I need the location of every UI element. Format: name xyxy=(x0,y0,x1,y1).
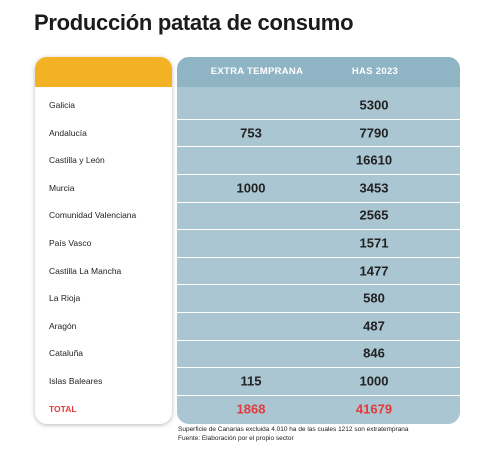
column-header-extra-temprana: EXTRA TEMPRANA xyxy=(210,66,304,77)
values-panel xyxy=(177,57,460,424)
has-value: 5300 xyxy=(359,97,389,113)
has-value: 580 xyxy=(363,290,385,306)
footnote-source: Fuente: Elaboración por el propio sector xyxy=(178,435,294,442)
page-title: Producción patata de consumo xyxy=(34,10,354,35)
column-header-has-2023: HAS 2023 xyxy=(351,66,399,77)
row-divider xyxy=(177,367,460,369)
row-label: Aragón xyxy=(49,320,77,331)
has-value: 1477 xyxy=(359,263,389,279)
row-label: Islas Baleares xyxy=(49,376,103,386)
row-label: Galicia xyxy=(49,100,75,110)
row-divider xyxy=(177,284,460,286)
extra-temprana-value: 115 xyxy=(240,373,262,389)
row-label: País Vasco xyxy=(49,238,92,248)
row-divider xyxy=(177,174,460,175)
footnote-canarias: Superficie de Canarias excluida 4.010 ha… xyxy=(178,426,409,433)
total-extra-temprana-value: 1868 xyxy=(236,401,266,417)
has-value: 2565 xyxy=(359,207,389,223)
has-value: 487 xyxy=(363,318,385,334)
has-value: 1000 xyxy=(359,373,389,389)
row-label: La Rioja xyxy=(49,293,81,304)
row-divider xyxy=(177,146,460,148)
total-label: TOTAL xyxy=(49,403,77,414)
row-divider xyxy=(177,394,460,396)
row-divider xyxy=(177,339,460,341)
labels-header-bar xyxy=(35,57,172,87)
has-value: 846 xyxy=(363,345,385,361)
has-value: 1571 xyxy=(359,235,389,251)
row-label: Cataluña xyxy=(49,348,84,359)
row-divider xyxy=(177,312,460,313)
total-has-value: 41679 xyxy=(355,401,393,417)
has-value: 7790 xyxy=(359,125,389,141)
row-divider xyxy=(177,201,460,203)
row-label: Castilla y León xyxy=(49,155,105,166)
row-label: Comunidad Valenciana xyxy=(49,210,137,221)
extra-temprana-value: 753 xyxy=(240,125,262,141)
row-divider xyxy=(177,118,460,120)
row-label: Andalucía xyxy=(49,127,87,138)
has-value: 16610 xyxy=(355,152,393,168)
row-labels-panel xyxy=(35,57,172,424)
row-label: Castilla La Mancha xyxy=(49,265,122,276)
row-divider xyxy=(177,256,460,258)
extra-temprana-value: 1000 xyxy=(236,180,266,196)
row-divider xyxy=(177,229,460,231)
values-header-bar xyxy=(177,57,460,87)
has-value: 3453 xyxy=(359,180,389,196)
row-label: Murcia xyxy=(49,182,75,193)
